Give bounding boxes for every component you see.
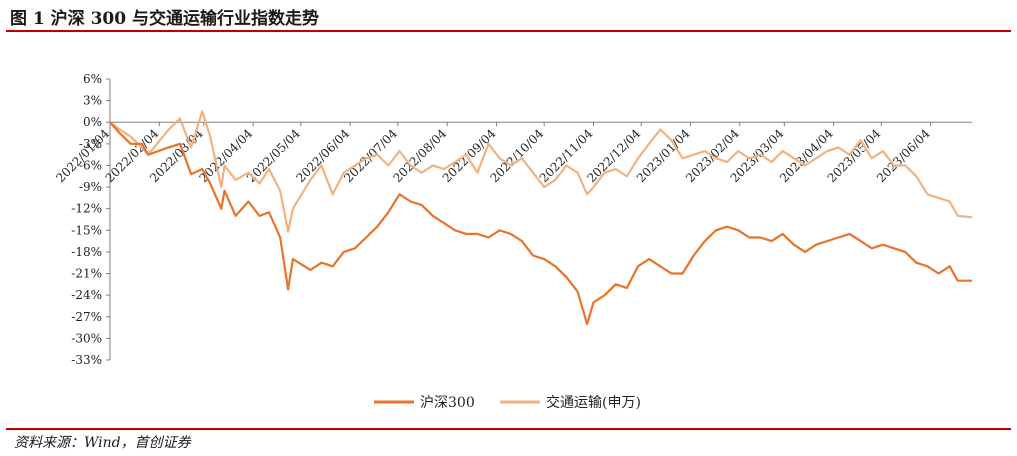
y-tick-label: -18%	[71, 245, 102, 259]
y-tick-label: 0%	[83, 115, 102, 129]
y-tick-label: -3%	[79, 137, 102, 151]
transport-line	[109, 110, 973, 233]
y-tick-label: -24%	[71, 288, 102, 302]
y-tick-label: 3%	[83, 94, 102, 108]
y-tick-label: -21%	[71, 267, 102, 281]
y-tick-label: -6%	[79, 158, 102, 172]
x-axis: 2022/01/042022/02/042022/03/042022/04/04…	[53, 121, 972, 185]
source-note: 资料来源：Wind，首创证券	[14, 435, 191, 451]
legend: 沪深300 交通运输(申万)	[374, 394, 641, 411]
y-axis: 6% 3% 0% -3% -6% -9% -12% -15% -18% -21% -24% -27% -…	[71, 72, 111, 367]
x-tick-label: 2023/06/04	[874, 126, 933, 185]
series-layer	[109, 110, 973, 326]
y-tick-label: -12%	[71, 202, 102, 216]
legend-transport-label: 交通运输(申万)	[546, 394, 641, 411]
figure-title: 图 1 沪深 300 与交通运输行业指数走势	[10, 9, 319, 29]
legend-hs300-label: 沪深300	[420, 395, 475, 411]
y-tick-label: -33%	[71, 353, 102, 367]
y-tick-label: 6%	[83, 72, 102, 86]
y-tick-label: -9%	[79, 180, 102, 194]
y-tick-label: -15%	[71, 223, 102, 237]
y-tick-label: -27%	[71, 310, 102, 324]
hs300-line	[109, 121, 972, 326]
title-rule	[6, 30, 1011, 32]
source-rule	[6, 428, 1011, 430]
y-tick-label: -30%	[71, 331, 102, 345]
